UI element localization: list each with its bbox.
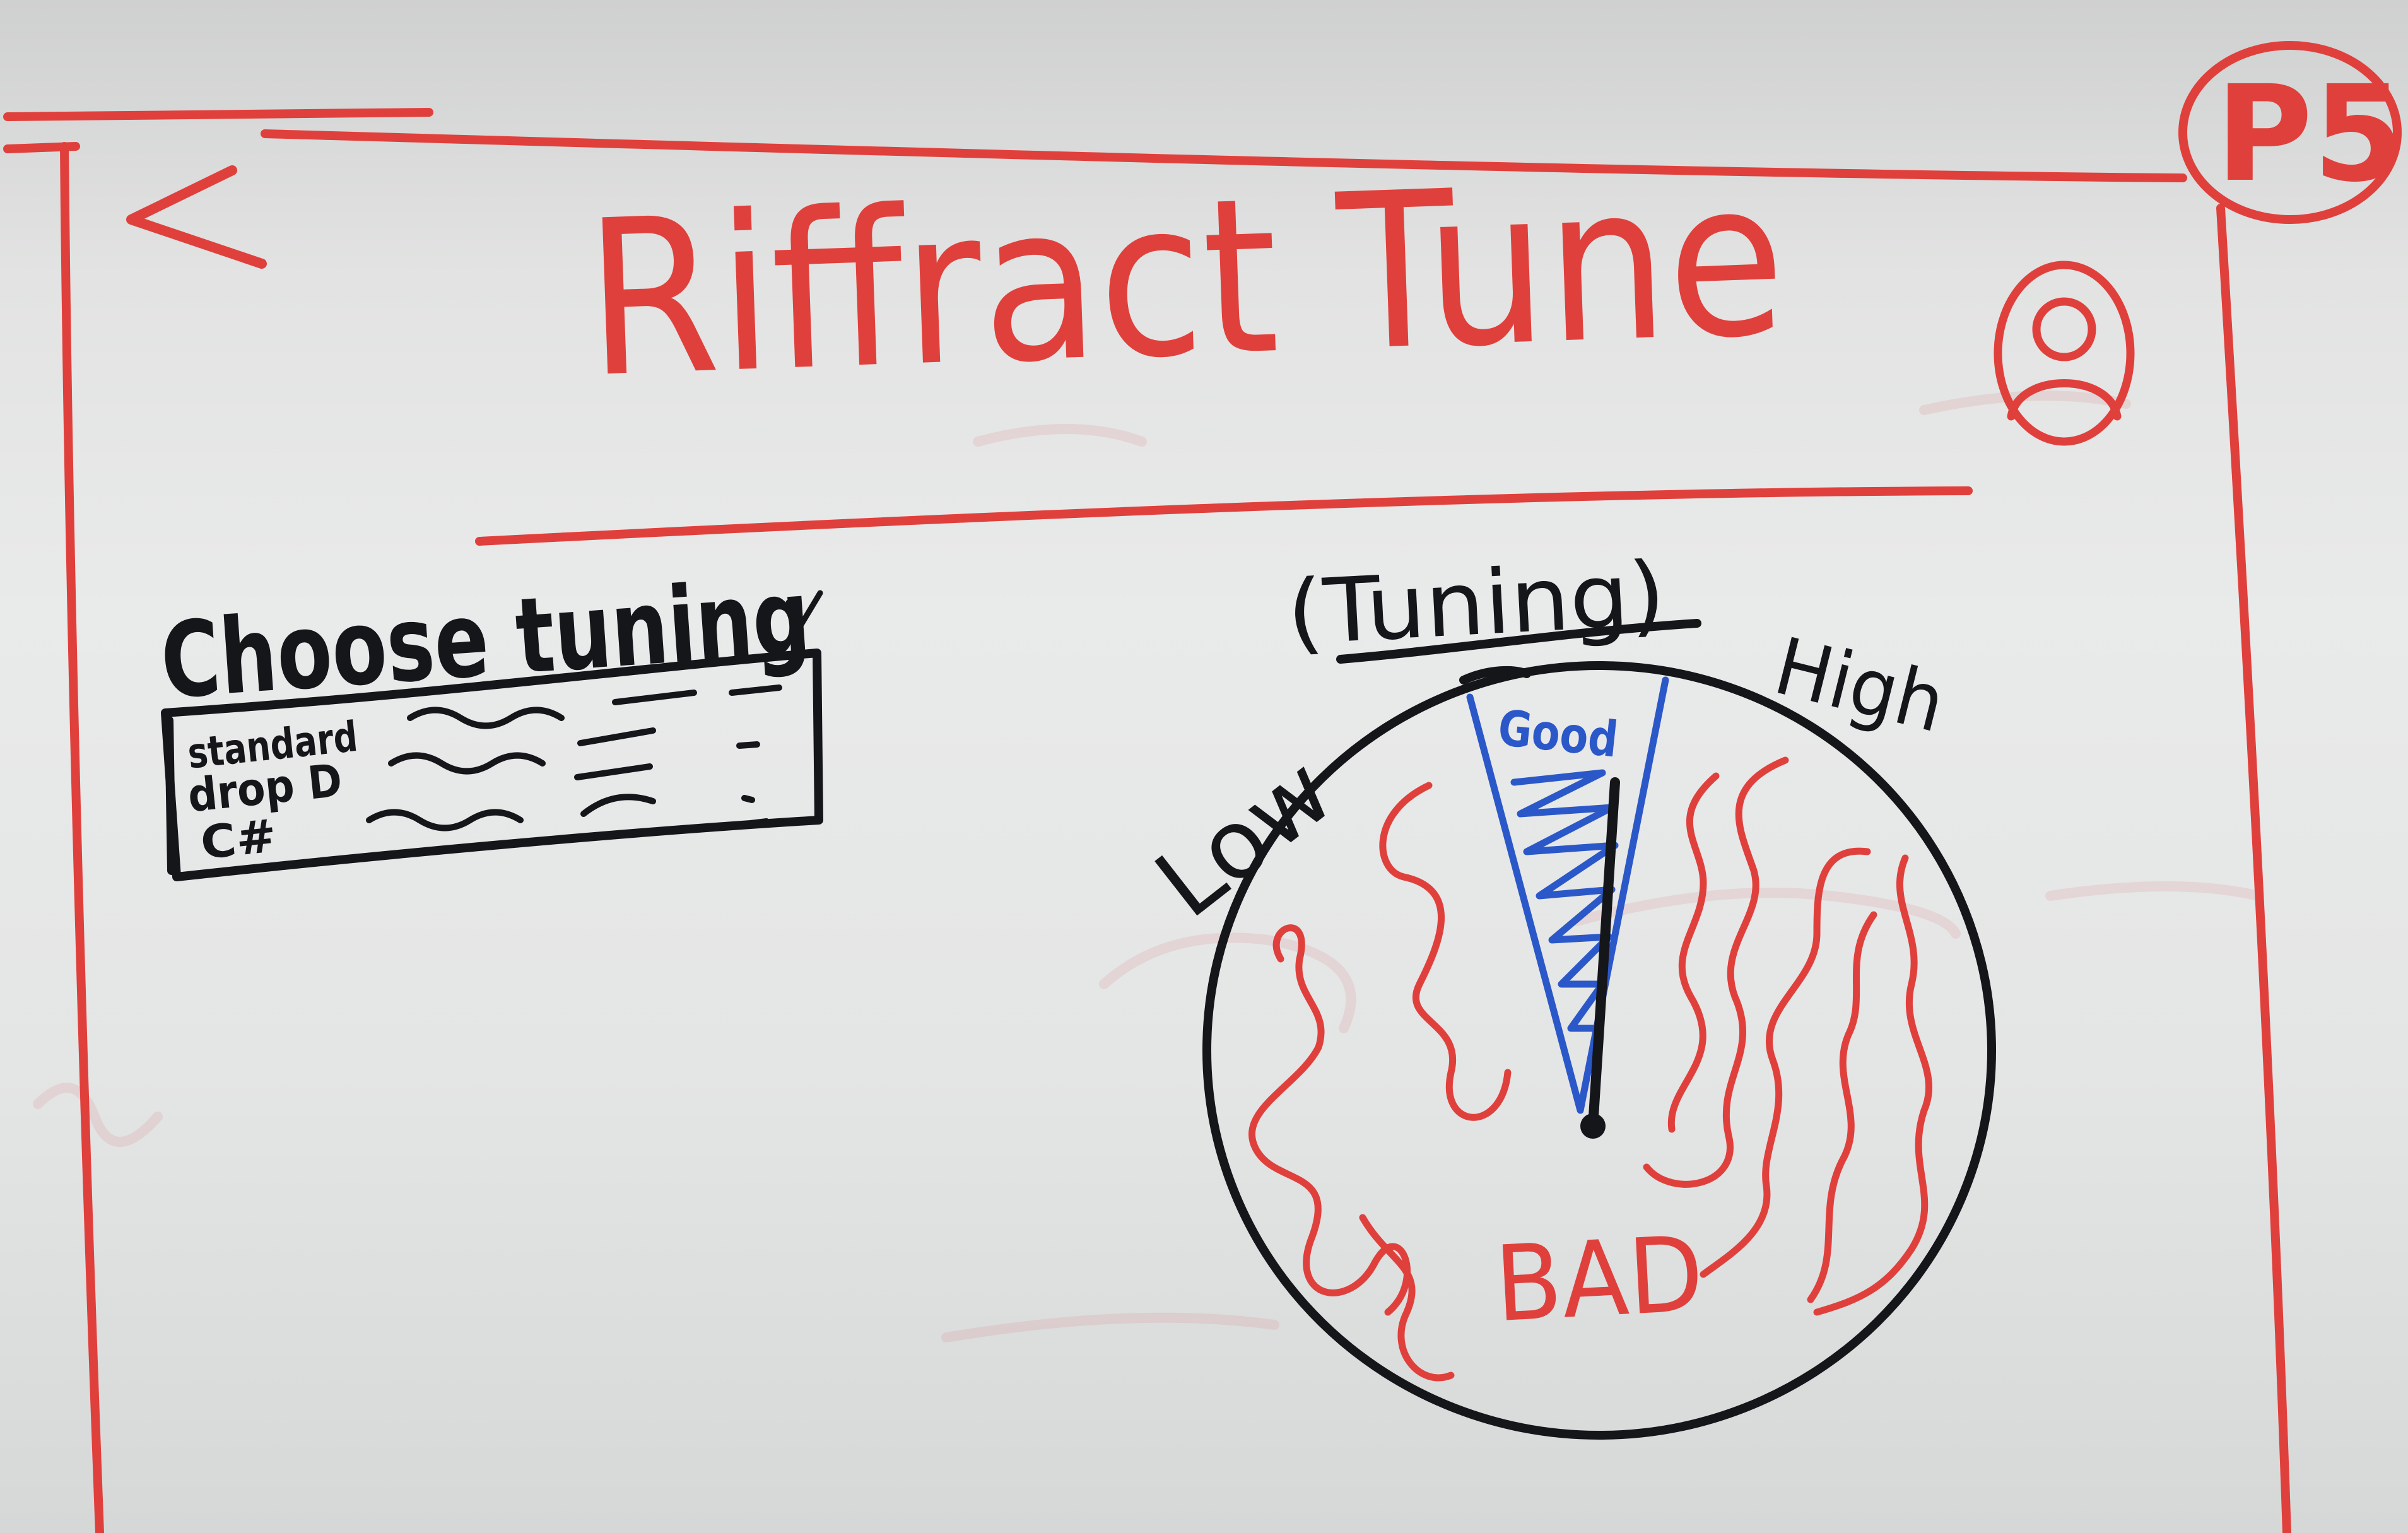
squiggle-placeholder bbox=[388, 752, 546, 775]
tuning-dropdown-label: Choose tuning bbox=[157, 556, 814, 722]
screen-frame bbox=[3, 108, 2291, 1533]
tuner-panel: (Tuning) bbox=[1136, 543, 1996, 1440]
dash-placeholder bbox=[574, 763, 653, 780]
page-title: Riffract Tune bbox=[582, 134, 1789, 425]
corner-badge-text: P5 bbox=[2216, 57, 2405, 211]
tuning-option[interactable]: drop D bbox=[185, 727, 760, 823]
dash-placeholder bbox=[612, 690, 697, 705]
squiggle-placeholder bbox=[366, 809, 524, 831]
tuning-option[interactable]: C# bbox=[198, 794, 770, 869]
profile-button[interactable] bbox=[1994, 261, 2135, 446]
chevron-down-icon bbox=[785, 590, 823, 630]
dash-placeholder bbox=[729, 684, 782, 696]
tuner-label-bad: BAD bbox=[1492, 1213, 1706, 1345]
dash-placeholder bbox=[741, 795, 755, 803]
dash-placeholder bbox=[748, 818, 770, 826]
dash-placeholder bbox=[577, 727, 656, 746]
user-avatar-icon bbox=[1994, 261, 2135, 446]
bad-zone bbox=[1248, 756, 1933, 1382]
corner-badge: P5 bbox=[2178, 41, 2405, 224]
squiggle-placeholder bbox=[407, 707, 565, 729]
good-zone bbox=[1466, 676, 1669, 1114]
tuning-option-label: C# bbox=[198, 809, 279, 869]
tuner-label-good: Good bbox=[1495, 700, 1620, 768]
back-button[interactable] bbox=[126, 165, 267, 269]
dash-placeholder bbox=[736, 741, 760, 749]
dash-placeholder bbox=[580, 794, 656, 817]
tuner-dial bbox=[1202, 661, 1996, 1440]
tuner-label-high: High bbox=[1766, 621, 1954, 751]
chevron-left-icon bbox=[126, 165, 267, 269]
title-divider bbox=[475, 486, 1973, 546]
tuning-dropdown[interactable]: Choose tuning standard drop D C# bbox=[157, 556, 823, 881]
tuner-needle bbox=[1580, 777, 1620, 1139]
tuner-heading-underline bbox=[1336, 619, 1701, 664]
tuner-label-low: Low bbox=[1136, 736, 1353, 939]
tuning-options-box bbox=[161, 649, 823, 881]
